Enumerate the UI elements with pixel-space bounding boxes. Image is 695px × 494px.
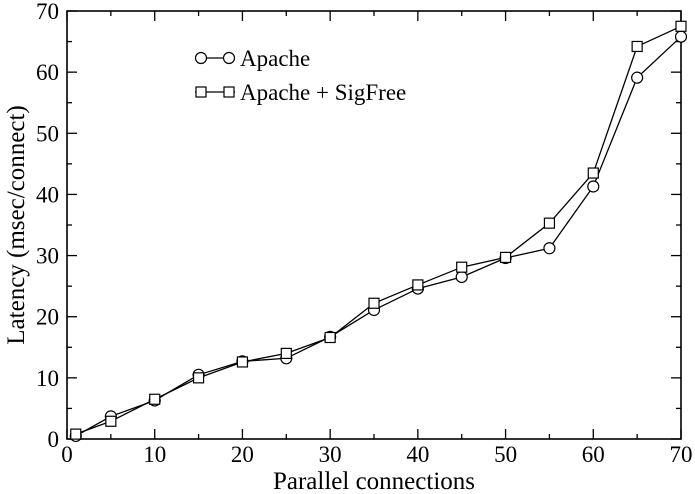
x-tick-label: 50 (494, 442, 517, 467)
legend-marker-apache-sigfree (195, 86, 207, 98)
data-point-apache-sigfree (192, 372, 205, 384)
data-point-apache-sigfree (456, 261, 468, 273)
y-tick-label: 30 (36, 244, 59, 269)
series-layer (69, 20, 688, 443)
data-point-apache-sigfree (543, 217, 556, 229)
data-point-apache (455, 270, 468, 284)
y-axis-title: Latency (msec/connect) (3, 105, 30, 344)
x-tick-label: 30 (319, 442, 342, 467)
x-tick-label: 60 (582, 442, 605, 467)
data-point-apache-sigfree (280, 347, 292, 359)
x-tick-label: 20 (231, 442, 254, 467)
data-point-apache-sigfree (105, 415, 117, 427)
x-axis-title: Parallel connections (273, 468, 475, 494)
y-tick-label: 10 (36, 366, 59, 391)
x-tick-label: 40 (406, 442, 429, 467)
data-point-apache-sigfree (499, 251, 512, 264)
y-tick-label: 70 (36, 0, 59, 24)
legend: Apache Apache + SigFree (194, 46, 406, 105)
data-point-apache-sigfree (675, 20, 687, 32)
data-point-apache (587, 180, 600, 193)
legend-label-apache-sigfree: Apache + SigFree (240, 80, 406, 105)
x-tick-label: 70 (670, 442, 693, 467)
data-point-apache (631, 71, 644, 84)
data-point-apache (674, 30, 688, 43)
legend-marker-apache (194, 51, 208, 65)
plot-area (66, 10, 682, 440)
data-point-apache (543, 242, 556, 255)
data-point-apache-sigfree (70, 428, 82, 440)
legend-marker-apache-sigfree (223, 86, 235, 98)
y-tick-label: 50 (36, 121, 59, 146)
y-tick-label: 20 (36, 305, 59, 330)
y-tick-label: 40 (36, 182, 59, 207)
plot-frame (66, 10, 682, 440)
y-tick-label: 60 (36, 60, 59, 85)
data-point-apache-sigfree (368, 297, 380, 309)
data-point-apache-sigfree (587, 167, 599, 179)
axes: 0 10 20 30 40 50 60 70 0 10 20 30 40 50 60 70 (36, 0, 693, 467)
x-tick-label: 10 (143, 442, 166, 467)
data-point-apache-sigfree (149, 393, 161, 405)
y-tick-label: 0 (48, 427, 60, 452)
data-point-apache-sigfree (631, 40, 643, 53)
data-point-apache-sigfree (236, 356, 249, 368)
legend-marker-apache (222, 51, 236, 65)
x-tick-label: 0 (61, 442, 73, 467)
legend-label-apache: Apache (240, 46, 310, 71)
data-point-apache-sigfree (412, 279, 424, 291)
data-point-apache-sigfree (324, 331, 336, 344)
